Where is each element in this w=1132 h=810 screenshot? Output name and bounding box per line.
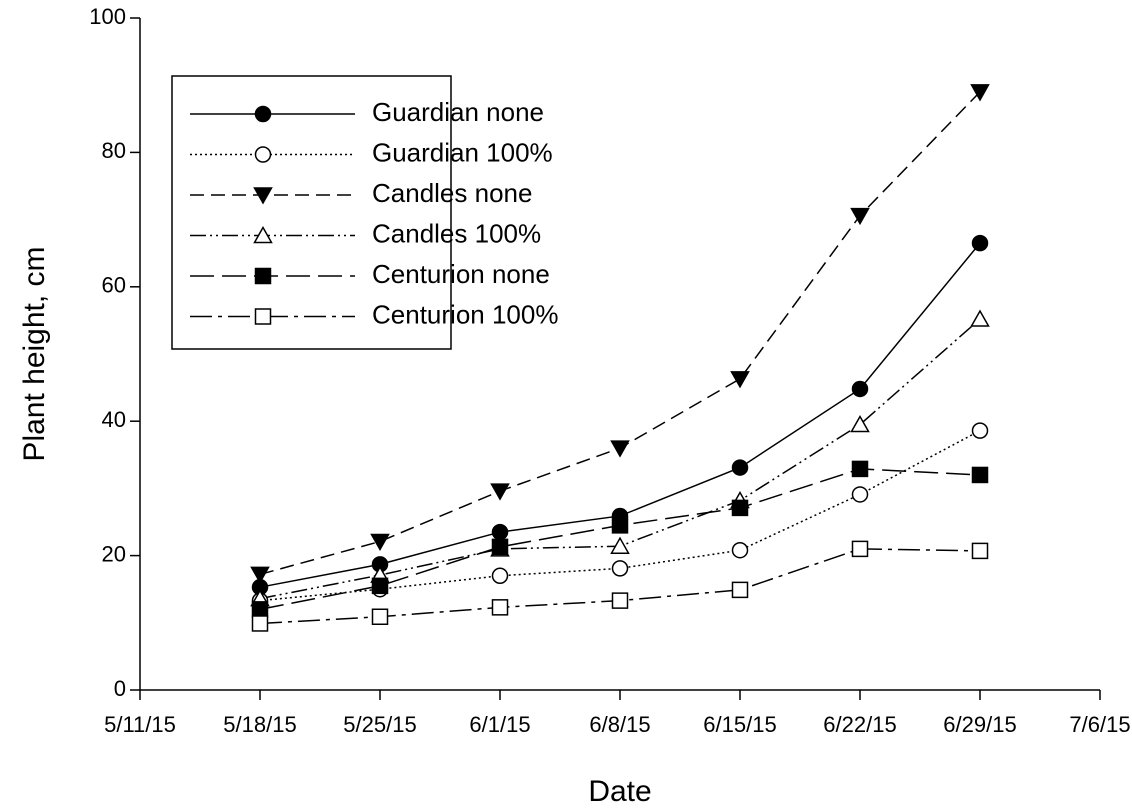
series-line — [259, 548, 981, 625]
marker — [851, 486, 869, 503]
x-tick-label: 6/15/15 — [703, 712, 776, 737]
legend-marker — [254, 105, 272, 123]
marker — [611, 517, 629, 534]
marker — [610, 536, 630, 554]
marker — [971, 542, 989, 560]
marker — [490, 483, 510, 501]
legend-box — [171, 75, 452, 350]
marker — [731, 541, 749, 559]
marker — [370, 533, 390, 552]
marker — [610, 440, 630, 458]
y-axis-label: Plant height, cm — [18, 246, 51, 461]
y-tick-label: 40 — [102, 407, 126, 432]
marker — [971, 466, 989, 484]
marker — [611, 560, 629, 577]
legend-marker — [253, 187, 273, 205]
marker — [971, 422, 989, 439]
marker — [851, 540, 869, 558]
marker — [970, 309, 990, 327]
legend-label: Candles 100% — [372, 218, 541, 248]
legend-marker — [254, 146, 272, 163]
legend-label: Centurion 100% — [372, 299, 558, 329]
marker — [251, 615, 269, 632]
x-tick-label: 5/25/15 — [343, 712, 416, 737]
marker — [731, 459, 749, 476]
x-tick-label: 6/22/15 — [823, 712, 896, 737]
marker — [730, 371, 750, 389]
marker — [491, 567, 509, 585]
marker — [731, 499, 749, 517]
marker — [970, 84, 990, 102]
x-axis-label: Date — [588, 775, 651, 808]
marker — [371, 577, 389, 595]
x-tick-label: 6/1/15 — [469, 712, 530, 737]
legend-marker — [253, 225, 273, 244]
y-tick-label: 0 — [114, 676, 126, 701]
marker — [850, 415, 870, 433]
marker — [971, 234, 989, 252]
marker — [491, 538, 509, 556]
marker — [851, 380, 869, 398]
marker — [851, 460, 869, 478]
marker — [850, 207, 870, 226]
x-tick-label: 7/6/15 — [1069, 712, 1130, 737]
series-line — [259, 318, 981, 600]
x-tick-label: 5/18/15 — [223, 712, 296, 737]
x-tick-label: 6/8/15 — [589, 712, 650, 737]
y-tick-label: 20 — [102, 541, 126, 566]
y-tick-label: 60 — [102, 273, 126, 298]
x-tick-label: 5/11/15 — [104, 712, 176, 737]
marker — [611, 592, 629, 609]
x-tick-label: 6/29/15 — [943, 712, 1016, 737]
marker — [250, 566, 270, 584]
marker — [251, 601, 269, 618]
legend-label: Guardian none — [372, 97, 544, 127]
marker — [731, 581, 749, 599]
y-tick-label: 80 — [102, 138, 126, 163]
legend-marker — [254, 308, 272, 325]
marker — [491, 599, 509, 616]
legend-marker — [254, 267, 272, 285]
y-tick-label: 100 — [89, 4, 126, 29]
legend-label: Centurion none — [372, 259, 550, 289]
legend-label: Candles none — [372, 178, 532, 208]
marker — [371, 608, 389, 626]
legend-label: Guardian 100% — [372, 137, 553, 167]
marker — [491, 523, 509, 541]
